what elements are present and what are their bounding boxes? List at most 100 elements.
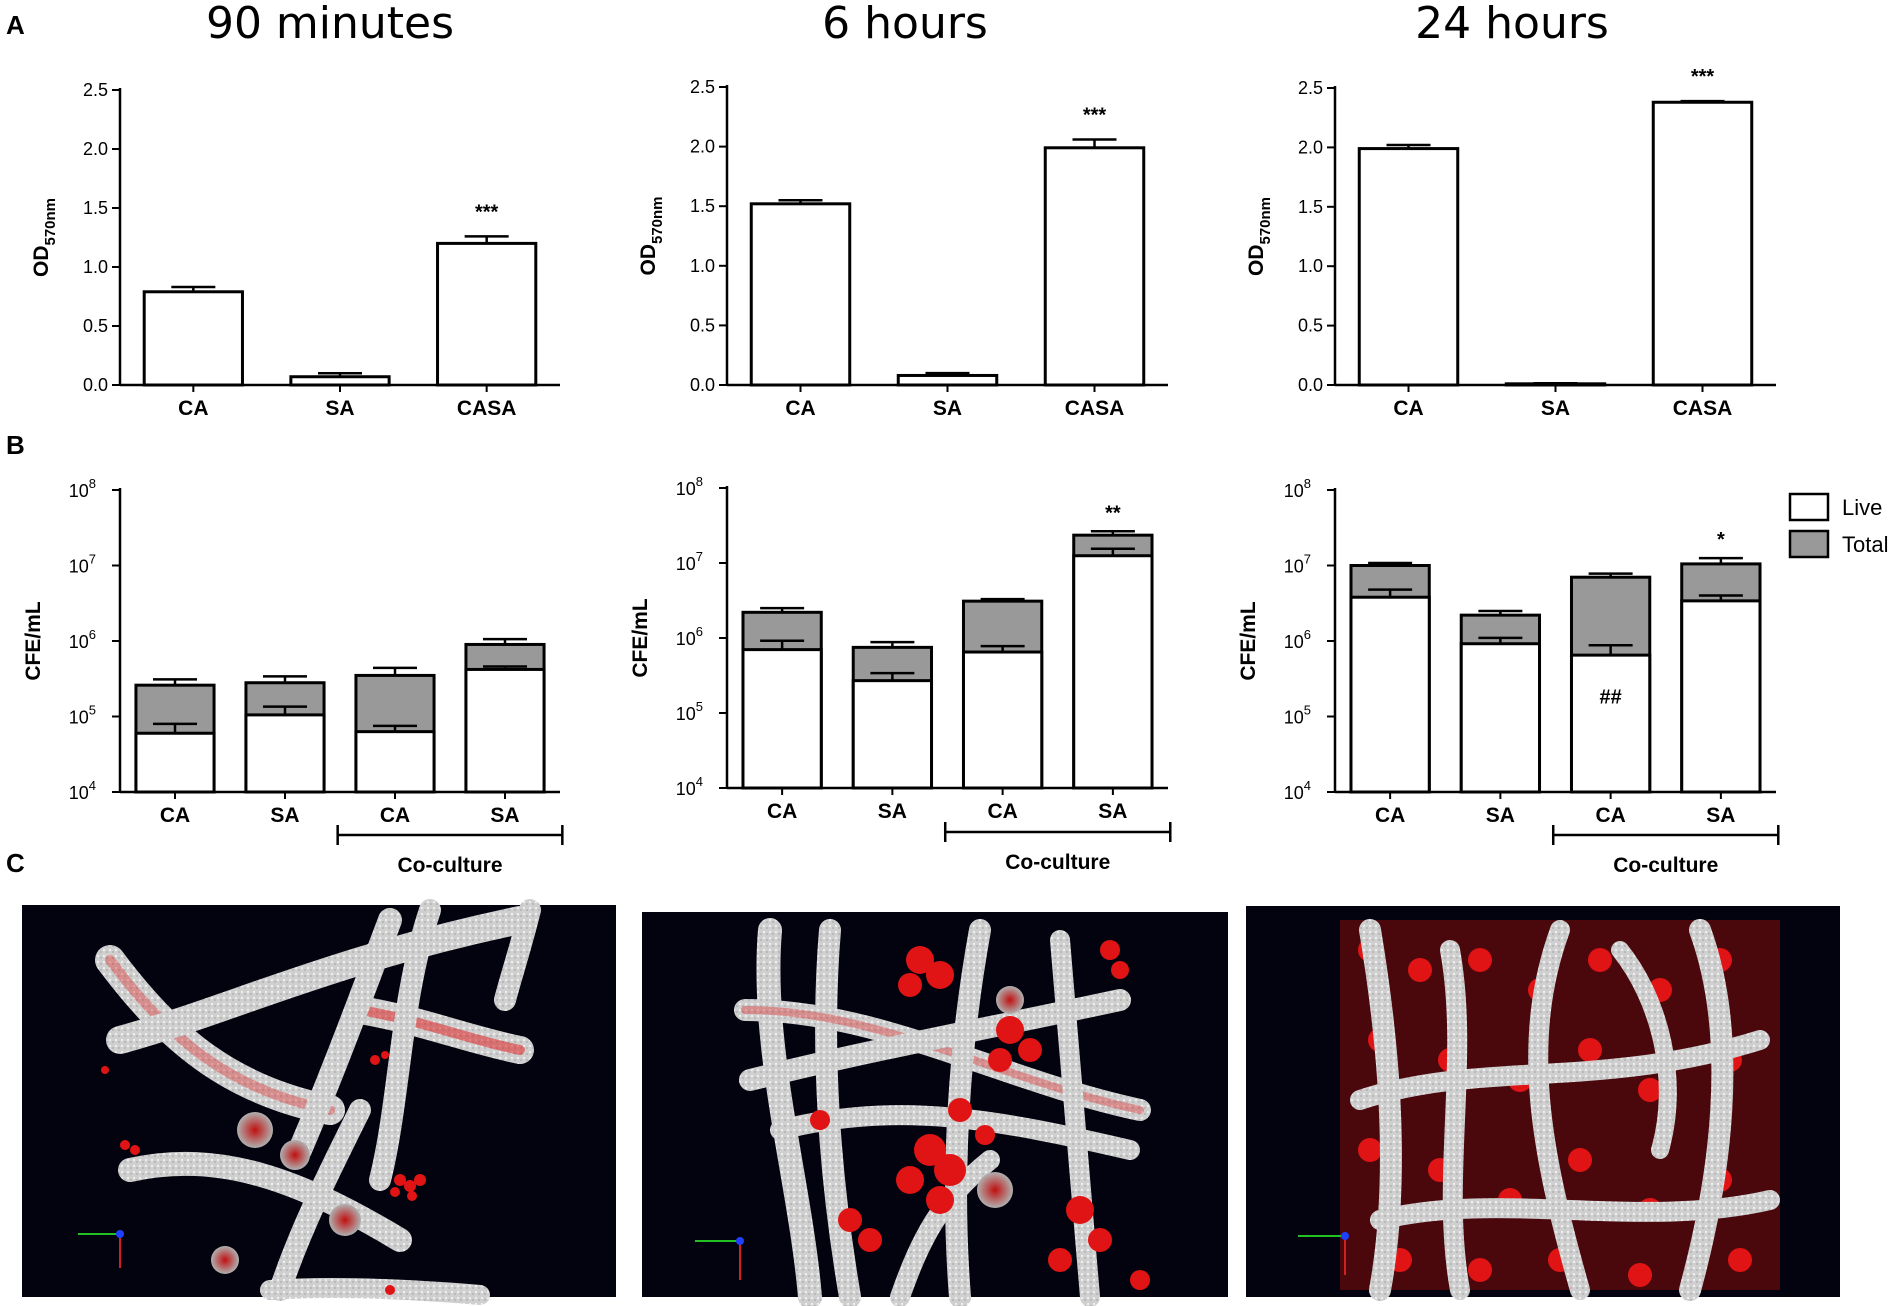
y-tick-label: 1.0 (690, 256, 715, 276)
category-label: CA (785, 397, 815, 420)
bar-live (851, 679, 934, 790)
y-tick-exponent: 6 (89, 627, 96, 642)
y-tick-exponent: 8 (696, 474, 703, 489)
category-label: CA (987, 800, 1017, 823)
y-tick-label: 105 (69, 703, 96, 728)
category-label: CA (178, 397, 208, 420)
y-tick-label: 108 (676, 474, 703, 499)
bar-live (1349, 595, 1431, 794)
y-tick-base: 10 (676, 629, 696, 649)
y-axis-label-main: OD (1245, 245, 1268, 277)
y-tick-label: 106 (1284, 627, 1311, 652)
significance-mark: *** (475, 201, 499, 223)
category-label: CASA (1673, 397, 1733, 420)
legend-live-swatch (1788, 492, 1830, 522)
y-axis-label: CFE/mL (22, 601, 45, 681)
bar-live (464, 667, 546, 794)
y-tick-label: 107 (69, 552, 96, 577)
panel-label-b: B (6, 430, 25, 460)
category-label: SA (1706, 804, 1735, 827)
category-label: SA (1486, 804, 1515, 827)
y-tick-label: 2.5 (690, 77, 715, 97)
y-axis-label: CFE/mL (629, 598, 652, 678)
category-label: CASA (457, 397, 517, 420)
y-tick-label: 0.5 (690, 315, 715, 335)
y-tick-exponent: 4 (89, 778, 96, 793)
coculture-label: Co-culture (1005, 851, 1110, 874)
y-tick-base: 10 (676, 479, 696, 499)
chart-title: 24 hours (1415, 0, 1609, 49)
y-tick-label: 0.0 (83, 375, 108, 395)
panel-label-c: C (6, 848, 25, 878)
category-label: SA (1098, 800, 1127, 823)
bar-ca (142, 290, 244, 387)
y-tick-base: 10 (1284, 783, 1304, 803)
bar-casa (1043, 146, 1146, 387)
y-tick-base: 10 (69, 632, 89, 652)
y-tick-base: 10 (69, 481, 89, 501)
y-tick-base: 10 (676, 779, 696, 799)
category-label: SA (490, 804, 519, 827)
y-tick-base: 10 (676, 554, 696, 574)
y-axis-label: CFE/mL (1237, 601, 1260, 681)
y-tick-label: 0.0 (1298, 375, 1323, 395)
y-tick-label: 2.0 (690, 137, 715, 157)
y-tick-exponent: 4 (1304, 778, 1311, 793)
y-tick-exponent: 7 (1304, 552, 1311, 567)
y-tick-label: 1.5 (83, 198, 108, 218)
y-tick-base: 10 (69, 783, 89, 803)
significance-mark: ## (1600, 686, 1622, 708)
y-tick-base: 10 (1284, 632, 1304, 652)
bar-live (1680, 599, 1762, 794)
bar-sa (896, 373, 999, 387)
bar-casa (1651, 100, 1754, 387)
y-axis-label-sub: 570nm (649, 196, 666, 244)
y-tick-label: 2.0 (83, 139, 108, 159)
y-tick-label: 1.0 (1298, 256, 1323, 276)
y-tick-label: 104 (676, 774, 703, 799)
y-tick-label: 0.5 (1298, 316, 1323, 336)
chart-title: 90 minutes (206, 0, 454, 49)
y-tick-label: 108 (1284, 476, 1311, 501)
significance-mark: * (1717, 529, 1725, 551)
coculture-label: Co-culture (398, 854, 503, 877)
y-axis-label: OD570nm (637, 196, 666, 275)
y-tick-label: 0.0 (690, 375, 715, 395)
y-tick-exponent: 5 (696, 699, 703, 714)
y-tick-exponent: 6 (696, 624, 703, 639)
y-tick-exponent: 8 (1304, 476, 1311, 491)
micrograph-24-hours (1246, 906, 1840, 1301)
category-label: CA (1375, 804, 1405, 827)
significance-mark: *** (1083, 104, 1107, 126)
y-tick-exponent: 4 (696, 774, 703, 789)
bar-live (1459, 642, 1542, 794)
bar-sa (289, 375, 391, 387)
category-label: SA (1541, 397, 1570, 420)
micrograph-6-hours (642, 912, 1228, 1306)
y-axis-label-sub: 570nm (1257, 197, 1274, 245)
y-tick-exponent: 5 (89, 703, 96, 718)
y-tick-exponent: 5 (1304, 703, 1311, 718)
bar-ca (749, 202, 852, 387)
category-label: CA (767, 800, 797, 823)
bar-live (354, 730, 436, 794)
chart-title: 6 hours (822, 0, 988, 49)
panel-label-a: A (6, 10, 25, 40)
y-axis-label-main: OD (30, 246, 53, 278)
category-label: CA (380, 804, 410, 827)
bar-casa (436, 241, 538, 387)
y-tick-label: 106 (69, 627, 96, 652)
category-label: SA (878, 800, 907, 823)
y-tick-label: 2.5 (83, 80, 108, 100)
y-tick-exponent: 6 (1304, 627, 1311, 642)
category-label: CA (1595, 804, 1625, 827)
y-tick-base: 10 (1284, 708, 1304, 728)
y-tick-base: 10 (1284, 557, 1304, 577)
y-tick-label: 2.0 (1298, 137, 1323, 157)
y-tick-base: 10 (676, 704, 696, 724)
y-tick-exponent: 7 (696, 549, 703, 564)
y-tick-base: 10 (69, 708, 89, 728)
